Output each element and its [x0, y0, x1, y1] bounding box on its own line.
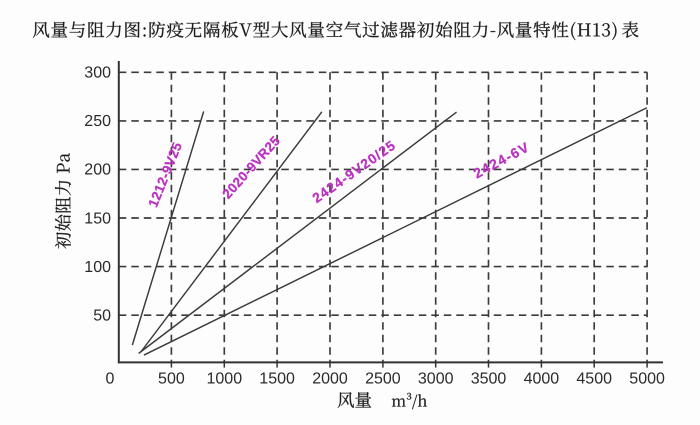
- svg-text:4500: 4500: [576, 371, 612, 388]
- svg-text:300: 300: [84, 65, 111, 82]
- svg-text:3500: 3500: [471, 371, 507, 388]
- svg-text:0: 0: [106, 371, 115, 388]
- svg-text:3000: 3000: [418, 371, 454, 388]
- svg-text:1500: 1500: [259, 371, 295, 388]
- svg-text:100: 100: [84, 259, 111, 276]
- svg-text:5000: 5000: [629, 371, 665, 388]
- svg-text:250: 250: [84, 113, 111, 130]
- svg-text:2000: 2000: [312, 371, 348, 388]
- svg-text:4000: 4000: [524, 371, 560, 388]
- svg-text:150: 150: [84, 210, 111, 227]
- svg-text:200: 200: [84, 162, 111, 179]
- svg-text:500: 500: [158, 371, 185, 388]
- svg-text:2500: 2500: [365, 371, 401, 388]
- svg-text:50: 50: [93, 308, 111, 325]
- svg-text:1000: 1000: [207, 371, 243, 388]
